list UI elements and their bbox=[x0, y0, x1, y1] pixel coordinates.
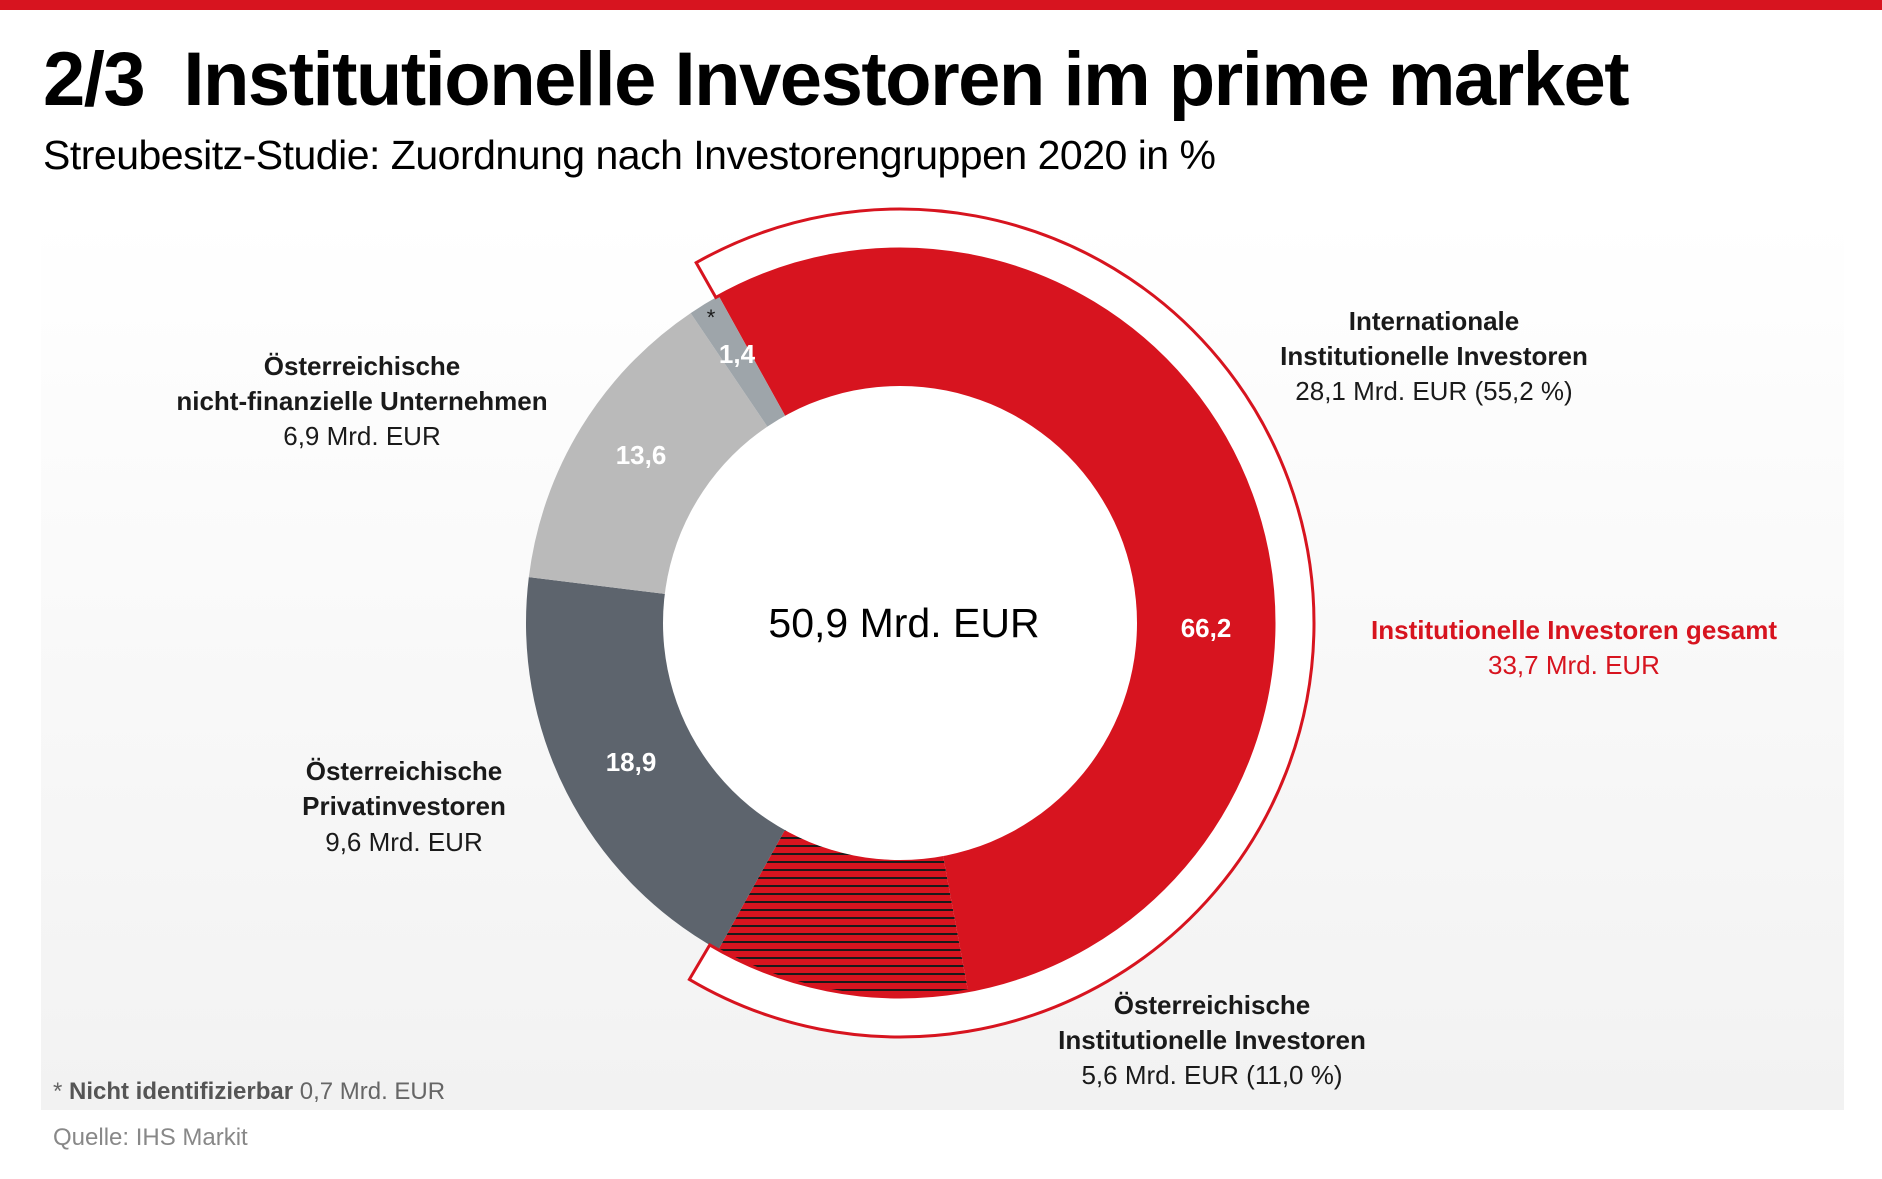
data-label-nonfinancial: 13,6 bbox=[616, 440, 667, 470]
label-line: Österreichische bbox=[306, 756, 503, 786]
label-line: Internationale bbox=[1349, 306, 1519, 336]
label-line: 9,6 Mrd. EUR bbox=[325, 827, 483, 857]
label-international: Internationale Institutionelle Investore… bbox=[1280, 306, 1588, 406]
label-line: nicht-finanzielle Unternehmen bbox=[176, 386, 547, 416]
label-line: Institutionelle Investoren bbox=[1280, 341, 1588, 371]
footnote-text: 0,7 Mrd. EUR bbox=[299, 1078, 446, 1105]
label-line: 28,1 Mrd. EUR (55,2 %) bbox=[1295, 376, 1572, 406]
label-line: 6,9 Mrd. EUR bbox=[283, 421, 441, 451]
label-line: Österreichische bbox=[1114, 990, 1311, 1020]
page-title: 2/3 Institutionelle Investoren im prime … bbox=[43, 37, 1630, 122]
label-private: Österreichische Privatinvestoren 9,6 Mrd… bbox=[302, 756, 506, 857]
slice-austrian-private bbox=[526, 577, 786, 950]
label-line: Institutionelle Investoren gesamt bbox=[1371, 615, 1777, 645]
institutional-group-bracket bbox=[687, 207, 1316, 1039]
slice-austrian-institutional bbox=[718, 828, 969, 997]
donut-hole bbox=[663, 386, 1137, 860]
page-subtitle: Streubesitz-Studie: Zuordnung nach Inves… bbox=[43, 132, 1216, 178]
footnote: * Nicht identifizierbar 0,7 Mrd. EUR bbox=[53, 1078, 445, 1106]
label-line: Privatinvestoren bbox=[302, 791, 506, 821]
label-line: 33,7 Mrd. EUR bbox=[1488, 650, 1660, 680]
label-line: Institutionelle Investoren bbox=[1058, 1025, 1366, 1055]
data-label-private: 18,9 bbox=[606, 747, 657, 777]
slice-international-institutional bbox=[718, 249, 1274, 991]
label-nonfinancial: Österreichische nicht-finanzielle Untern… bbox=[176, 351, 547, 451]
center-total-label: 50,9 Mrd. EUR bbox=[768, 600, 1039, 646]
top-accent-bar bbox=[0, 0, 1882, 10]
label-austrian-institutional: Österreichische Institutionelle Investor… bbox=[1058, 990, 1366, 1090]
source-note: Quelle: IHS Markit bbox=[53, 1124, 248, 1151]
label-line: 5,6 Mrd. EUR (11,0 %) bbox=[1081, 1060, 1342, 1090]
footnote-marker: * bbox=[53, 1078, 63, 1105]
asterisk-marker: * bbox=[707, 305, 716, 330]
data-label-group: 66,2 bbox=[1181, 613, 1232, 643]
data-label-unidentified: 1,4 bbox=[719, 339, 756, 369]
footnote-bold: Nicht identifizierbar bbox=[69, 1078, 294, 1105]
label-group-total: Institutionelle Investoren gesamt 33,7 M… bbox=[1371, 615, 1777, 680]
slice-austrian-nonfinancial bbox=[528, 313, 769, 595]
slice-unidentified bbox=[690, 295, 787, 429]
label-line: Österreichische bbox=[264, 351, 461, 381]
